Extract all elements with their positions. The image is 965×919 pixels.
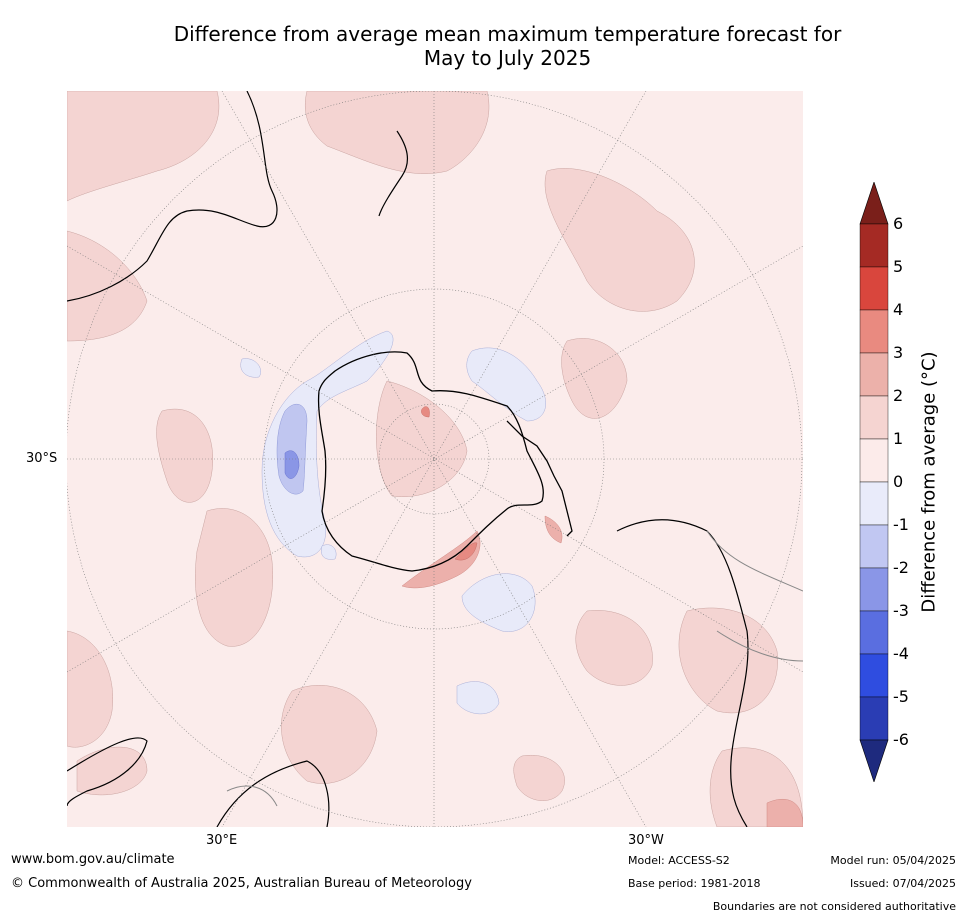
map-title-line1: Difference from average mean maximum tem… — [173, 22, 842, 46]
colorbar-title: Difference from average (°C) — [918, 351, 940, 613]
continent-coastlines — [67, 91, 749, 827]
colorbar-tick-label: -5 — [893, 687, 909, 706]
colorbar-tick-label: 4 — [893, 300, 904, 319]
colorbar-band — [859, 696, 889, 741]
colorbar-band — [859, 266, 889, 311]
footer-base-period: Base period: 1981-2018 — [628, 877, 761, 890]
footer-website: www.bom.gov.au/climate — [11, 852, 175, 867]
colorbar-tick-label: 2 — [893, 386, 904, 405]
cool-anomaly-1-2-regions — [276, 403, 308, 495]
colorbar-tick-label: 5 — [893, 257, 904, 276]
colorbar-band — [859, 653, 889, 698]
antarctica-coastline — [317, 351, 573, 572]
colorbar-extend-top — [859, 182, 889, 225]
colorbar-tick-label: -2 — [893, 558, 909, 577]
colorbar-tick-label: 1 — [893, 429, 904, 448]
colorbar-band — [859, 309, 889, 354]
colorbar-band — [859, 481, 889, 526]
colorbar-band — [859, 524, 889, 569]
colorbar-tick-label: 3 — [893, 343, 904, 362]
cool-anomaly-2-3-regions — [284, 450, 300, 479]
colorbar-tick-label: 0 — [893, 472, 904, 491]
colorbar-band — [859, 223, 889, 268]
colorbar-band — [859, 352, 889, 397]
graticule — [67, 91, 803, 827]
forecast-map — [67, 91, 803, 827]
colorbar-bands — [859, 223, 889, 741]
footer-model: Model: ACCESS-S2 — [628, 854, 730, 867]
warm-anomaly-3-4-regions — [421, 406, 478, 561]
warm-anomaly-1-2-regions — [67, 91, 803, 827]
cool-anomaly-0-1-regions — [240, 330, 546, 715]
footer-disclaimer: Boundaries are not considered authoritat… — [712, 900, 956, 913]
footer-copyright: © Commonwealth of Australia 2025, Austra… — [11, 876, 472, 891]
lon-label-30e: 30°E — [206, 833, 238, 848]
colorbar-band — [859, 610, 889, 655]
footer-model-run: Model run: 05/04/2025 — [830, 854, 956, 867]
colorbar-tick-label: -1 — [893, 515, 909, 534]
colorbar-band — [859, 567, 889, 612]
colorbar-tick-label: -4 — [893, 644, 909, 663]
colorbar — [859, 182, 889, 782]
lat-label-30s: 30°S — [26, 451, 58, 466]
colorbar-band — [859, 438, 889, 483]
colorbar-tick-label: 6 — [893, 214, 904, 233]
lon-label-30w: 30°W — [628, 833, 664, 848]
warm-anomaly-2-3-regions — [401, 515, 803, 827]
map-title-line2: May to July 2025 — [423, 46, 592, 70]
colorbar-tick-label: -3 — [893, 601, 909, 620]
footer-issued: Issued: 07/04/2025 — [849, 877, 956, 890]
colorbar-tick-label: -6 — [893, 730, 909, 749]
colorbar-extend-bottom — [859, 739, 889, 782]
map-title: Difference from average mean maximum tem… — [60, 22, 955, 70]
country-borders — [226, 530, 803, 807]
colorbar-band — [859, 395, 889, 440]
